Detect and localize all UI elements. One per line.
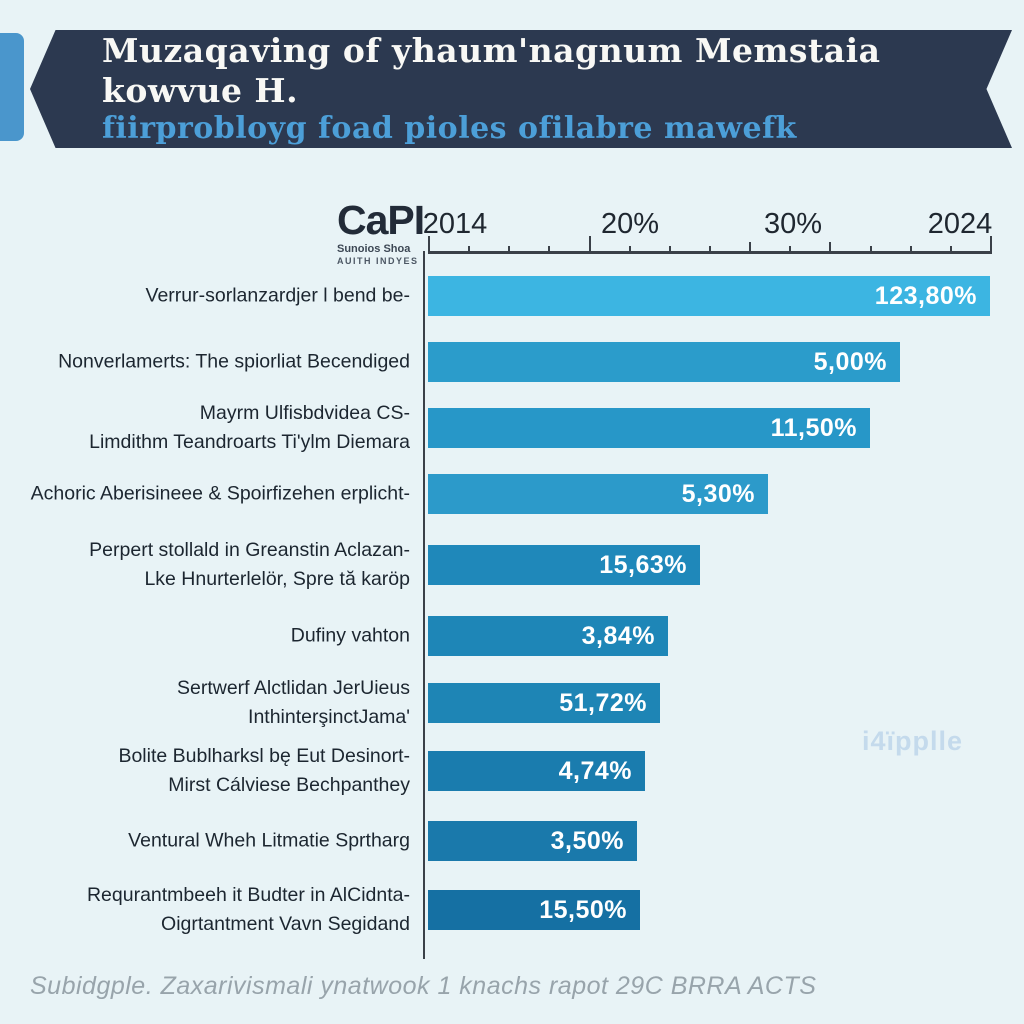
x-axis-tick	[909, 246, 912, 254]
watermark: i4ïpplle	[862, 726, 964, 756]
banner-side-tab	[0, 33, 24, 141]
logo-subline-1: Sunoios Shoa	[337, 243, 411, 255]
bar-label: Verrur-sorlanzardjer l bend be-	[145, 284, 410, 307]
x-axis-tick	[668, 246, 671, 254]
bar-value: 3,50%	[550, 826, 624, 855]
logo-subline-2: AUITH INDYES	[337, 256, 419, 266]
bar: 4,74%	[428, 751, 645, 791]
x-axis-tick-label: 2024	[927, 208, 993, 240]
bar: 5,00%	[428, 342, 900, 382]
bar-label: Sertwerf Alctlidan JerUieus Inthinterşin…	[176, 676, 410, 728]
bar-label: Bolite Bublharksl bę Eut Desinort- Mirst…	[118, 744, 410, 796]
bar-row: Verrur-sorlanzardjer l bend be- 123,80%	[0, 276, 1024, 316]
bar-value: 15,63%	[599, 550, 687, 579]
bar-value: 5,00%	[813, 347, 887, 376]
x-axis-tick-label: 30%	[763, 208, 823, 240]
x-axis-labels: 2014 20% 30% 2024	[0, 208, 1024, 244]
x-axis-tick	[588, 236, 591, 254]
chart-title: Muzaqaving of yhaum'nagnum Memstaia kowv…	[102, 31, 881, 110]
x-axis-tick	[468, 246, 471, 254]
x-axis-tick	[548, 246, 551, 254]
bar-row: Perpert stollald in Greanstin Aclazan- L…	[0, 539, 1024, 590]
logo-wordmark: CaPI	[337, 197, 425, 243]
y-axis-line	[423, 251, 425, 959]
bar-row: Achoric Aberisineee & Spoirfizehen erpli…	[0, 474, 1024, 514]
bar-label: Achoric Aberisineee & Spoirfizehen erpli…	[30, 482, 410, 505]
x-axis-tick	[990, 236, 992, 254]
x-axis-tick	[949, 246, 952, 254]
capi-logo: CaPI Sunoios Shoa AUITH INDYES	[337, 197, 447, 267]
bar: 3,84%	[428, 616, 668, 656]
bar: 15,63%	[428, 545, 700, 585]
bar-value: 3,84%	[581, 621, 655, 650]
bar-label: Nonverlamerts: The spiorliat Becendiged	[58, 350, 410, 373]
x-axis-tick-label: 2014	[422, 208, 488, 240]
bar: 123,80%	[428, 276, 990, 316]
source-footnote: Subidgple. Zaxarivismali ynatwook 1 knac…	[30, 972, 817, 1000]
bar-row: Requrantmbeeh it Budter in AlCidnta- Oig…	[0, 884, 1024, 935]
bar-label: Dufiny vahton	[290, 624, 410, 647]
title-banner: Muzaqaving of yhaum'nagnum Memstaia kowv…	[30, 30, 1012, 148]
bar-label: Ventural Wheh Litmatie Sprtharg	[128, 829, 410, 852]
x-axis-tick	[628, 246, 631, 254]
bar: 3,50%	[428, 821, 637, 861]
bar-value: 5,30%	[681, 479, 755, 508]
bar-value: 4,74%	[558, 756, 632, 785]
x-axis-tick	[428, 236, 430, 254]
bar: 15,50%	[428, 890, 640, 930]
x-axis-tick	[869, 246, 872, 254]
bar-label: Perpert stollald in Greanstin Aclazan- L…	[89, 538, 410, 590]
x-axis-tick	[789, 246, 792, 254]
chart-subtitle: fiirprobloyg foad pioles ofilabre mawefk	[102, 110, 797, 146]
x-axis-tick	[749, 242, 752, 254]
bar-row: Mayrm Ulfisbdvidea CS- Limdithm Teandroa…	[0, 402, 1024, 453]
bar-value: 123,80%	[874, 281, 977, 310]
bar-row: Dufiny vahton 3,84%	[0, 616, 1024, 656]
x-axis-tick-label: 20%	[600, 208, 660, 240]
bar-row: Nonverlamerts: The spiorliat Becendiged 5…	[0, 342, 1024, 382]
bar-row: Ventural Wheh Litmatie Sprtharg 3,50%	[0, 821, 1024, 861]
x-axis-tick	[709, 246, 711, 254]
bar-value: 51,72%	[559, 688, 647, 717]
bar-row: Bolite Bublharksl bę Eut Desinort- Mirst…	[0, 745, 1024, 796]
x-axis-tick	[508, 246, 511, 254]
bar-row: Sertwerf Alctlidan JerUieus Inthinterşin…	[0, 677, 1024, 728]
bar: 51,72%	[428, 683, 660, 723]
bar-value: 15,50%	[539, 895, 627, 924]
bar-value: 11,50%	[770, 413, 857, 442]
bar: 11,50%	[428, 408, 870, 448]
bar: 5,30%	[428, 474, 768, 514]
x-axis-tick	[829, 242, 832, 254]
bar-label: Mayrm Ulfisbdvidea CS- Limdithm Teandroa…	[89, 401, 410, 453]
bar-label: Requrantmbeeh it Budter in AlCidnta- Oig…	[86, 883, 410, 935]
